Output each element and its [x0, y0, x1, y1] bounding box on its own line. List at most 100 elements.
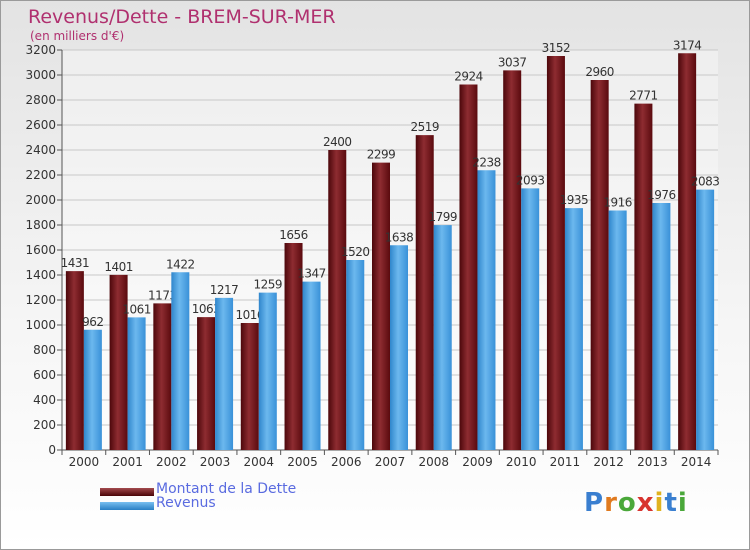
data-label-dette: 1656: [279, 228, 308, 242]
data-label-dette: 3174: [673, 38, 702, 52]
legend-swatch-revenus: [100, 502, 154, 510]
data-label-revenus: 1935: [560, 193, 589, 207]
data-label-revenus: 2093: [516, 173, 545, 187]
y-tick-label: 600: [33, 368, 56, 382]
y-tick-label: 0: [48, 443, 56, 457]
bar-dette: [503, 70, 522, 450]
logo-letter: o: [617, 488, 637, 518]
x-tick-label: 2003: [200, 455, 231, 469]
bar-revenus: [652, 203, 671, 450]
bar-revenus: [477, 170, 496, 450]
bar-dette: [153, 303, 172, 450]
chart-subtitle: (en milliers d'€): [30, 29, 125, 43]
data-label-revenus: 1347: [297, 267, 326, 281]
bar-revenus: [171, 272, 190, 450]
logo-letter: i: [677, 488, 688, 518]
data-label-dette: 1016: [236, 308, 265, 322]
data-label-revenus: 2238: [472, 155, 501, 169]
y-tick-label: 1000: [25, 318, 56, 332]
bar-dette: [328, 150, 347, 450]
bar-revenus: [346, 260, 365, 450]
bar-dette: [109, 274, 128, 450]
data-label-revenus: 1638: [385, 230, 414, 244]
x-tick-label: 2010: [506, 455, 537, 469]
x-tick-label: 2012: [593, 455, 624, 469]
y-tick-label: 800: [33, 343, 56, 357]
bar-dette: [284, 243, 303, 450]
bar-dette: [65, 271, 84, 450]
bar-revenus: [696, 189, 715, 450]
logo-letter: x: [636, 488, 655, 518]
y-tick-label: 2600: [25, 118, 56, 132]
data-label-revenus: 1259: [254, 278, 283, 292]
data-label-dette: 3037: [498, 55, 527, 69]
x-tick-label: 2013: [637, 455, 668, 469]
data-label-dette: 2924: [454, 70, 483, 84]
bar-revenus: [215, 297, 234, 450]
data-label-dette: 1173: [148, 288, 177, 302]
legend-label-revenus: Revenus: [156, 495, 216, 511]
x-tick-label: 2000: [69, 455, 100, 469]
data-label-dette: 1063: [192, 302, 221, 316]
data-label-revenus: 1799: [428, 210, 457, 224]
x-tick-label: 2004: [244, 455, 275, 469]
y-tick-label: 200: [33, 418, 56, 432]
chart-title: Revenus/Dette - BREM-SUR-MER: [28, 6, 336, 28]
y-tick-label: 1800: [25, 218, 56, 232]
bar-dette: [415, 135, 434, 450]
data-label-revenus: 1422: [166, 257, 195, 271]
bar-revenus: [302, 281, 321, 450]
bar-revenus: [127, 317, 146, 450]
x-tick-label: 2008: [418, 455, 449, 469]
x-tick-label: 2006: [331, 455, 362, 469]
logo-letter: P: [584, 488, 605, 518]
bar-dette: [197, 317, 216, 450]
bar-revenus: [433, 225, 452, 450]
y-tick-label: 2000: [25, 193, 56, 207]
legend-label-dette: Montant de la Dette: [156, 481, 297, 497]
data-label-dette: 2400: [323, 135, 352, 149]
data-label-dette: 3152: [542, 41, 571, 55]
bar-revenus: [258, 292, 277, 450]
logo-letter: t: [664, 488, 678, 518]
y-tick-label: 2400: [25, 143, 56, 157]
bar-revenus: [564, 208, 583, 450]
bar-revenus: [83, 329, 102, 450]
data-label-revenus: 1976: [647, 188, 676, 202]
bar-dette: [634, 103, 653, 450]
bar-revenus: [390, 245, 408, 450]
data-label-dette: 1401: [104, 260, 133, 274]
data-label-dette: 2771: [629, 89, 658, 103]
legend-swatch-dette: [100, 488, 154, 496]
y-tick-label: 1400: [25, 268, 56, 282]
y-tick-label: 2800: [25, 93, 56, 107]
bar-dette: [546, 56, 565, 450]
x-tick-label: 2014: [681, 455, 712, 469]
bar-dette: [459, 84, 478, 450]
y-tick-label: 3200: [25, 43, 56, 57]
bar-dette: [678, 53, 697, 450]
bar-revenus: [521, 188, 540, 450]
data-label-dette: 2519: [410, 120, 439, 134]
data-label-revenus: 2083: [691, 175, 720, 189]
bar-dette: [372, 162, 390, 450]
x-tick-label: 2002: [156, 455, 187, 469]
x-tick-label: 2007: [375, 455, 406, 469]
y-tick-label: 1600: [25, 243, 56, 257]
data-label-dette: 2960: [585, 65, 614, 79]
bar-dette: [240, 323, 259, 450]
x-tick-label: 2009: [462, 455, 493, 469]
data-label-dette: 2299: [367, 148, 396, 162]
y-tick-label: 3000: [25, 68, 56, 82]
data-label-revenus: 1916: [603, 196, 632, 210]
data-label-revenus: 1061: [122, 302, 151, 316]
x-tick-label: 2005: [287, 455, 318, 469]
y-tick-label: 1200: [25, 293, 56, 307]
x-tick-label: 2011: [550, 455, 581, 469]
data-label-revenus: 1520: [341, 245, 370, 259]
logo-letter: i: [654, 488, 665, 518]
data-label-revenus: 1217: [210, 283, 239, 297]
logo-letter: r: [604, 488, 618, 518]
y-tick-label: 400: [33, 393, 56, 407]
